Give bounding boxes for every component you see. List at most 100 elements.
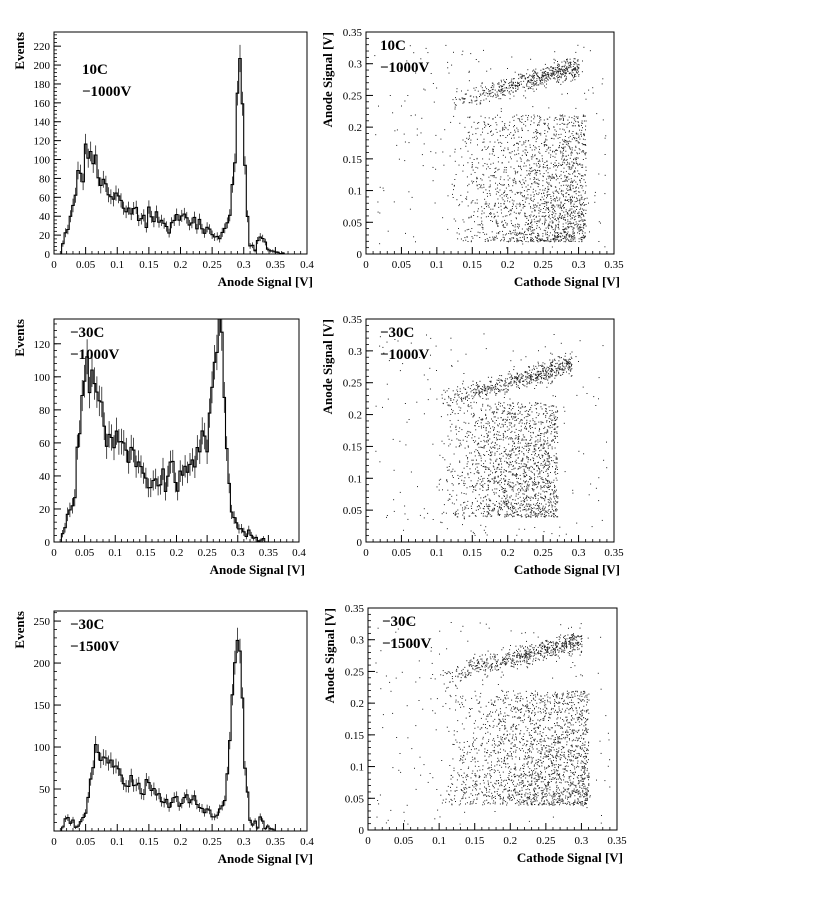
scatter-point (526, 444, 528, 446)
scatter-point (544, 460, 546, 462)
scatter-point (508, 454, 510, 456)
scatter-point (477, 90, 479, 92)
scatter-point (566, 59, 567, 60)
scatter-point (427, 512, 429, 514)
scatter-point (506, 87, 508, 89)
scatter-point (503, 495, 505, 497)
scatter-point (541, 78, 543, 80)
scatter-point (495, 219, 497, 221)
scatter-point (506, 503, 508, 505)
scatter-point (476, 181, 477, 183)
scatter-point (526, 489, 527, 491)
scatter-point (491, 216, 493, 218)
scatter-point (559, 188, 561, 190)
scatter-point (454, 512, 456, 514)
scatter-point (524, 514, 526, 516)
scatter-point (556, 374, 558, 376)
y-tick-label: 0.25 (343, 90, 363, 102)
scatter-point (455, 425, 457, 427)
scatter-point (556, 479, 558, 481)
scatter-point (489, 438, 491, 440)
scatter-point (547, 190, 549, 192)
scatter-point (553, 240, 555, 242)
scatter-point (535, 380, 537, 382)
scatter-point (474, 388, 476, 390)
scatter-point (515, 383, 517, 385)
scatter-point (490, 516, 492, 517)
scatter-point (584, 92, 586, 94)
scatter-point (523, 95, 525, 97)
scatter-point (549, 494, 551, 496)
scatter-point (447, 61, 449, 63)
scatter-point (581, 151, 583, 153)
scatter-point (493, 386, 495, 388)
scatter-point (495, 167, 497, 169)
scatter-point (565, 232, 567, 233)
scatter-point (470, 139, 472, 141)
scatter-point (550, 502, 552, 504)
scatter-point (496, 95, 498, 97)
scatter-point (539, 77, 541, 79)
scatter-point (529, 512, 531, 514)
scatter-point (511, 514, 512, 516)
scatter-point (521, 414, 523, 416)
scatter-point (570, 238, 572, 240)
scatter-point (565, 209, 567, 211)
scatter-point (533, 446, 535, 448)
scatter-point (530, 222, 532, 224)
scatter-point (496, 382, 497, 384)
scatter-point (497, 424, 499, 426)
scatter-point (505, 384, 507, 386)
scatter-point (574, 62, 575, 64)
scatter-point (502, 84, 504, 86)
scatter-point (498, 85, 500, 87)
scatter-point (515, 212, 517, 214)
scatter-point (581, 203, 583, 205)
scatter-point (444, 391, 446, 393)
scatter-point (577, 68, 579, 70)
scatter-point (549, 461, 550, 463)
scatter-point (551, 374, 553, 376)
scatter-point (581, 135, 582, 137)
scatter-point (567, 231, 569, 233)
scatter-point (500, 438, 502, 440)
scatter-point (553, 166, 555, 168)
scatter-point (410, 471, 412, 473)
scatter-point (462, 219, 464, 221)
scatter-point (557, 410, 559, 412)
scatter-point (573, 227, 575, 229)
scatter-point (543, 378, 545, 380)
scatter-point (529, 178, 531, 180)
scatter-point (502, 128, 504, 130)
scatter-point (494, 447, 496, 449)
scatter-point (551, 178, 553, 179)
scatter-point (582, 220, 584, 222)
scatter-point (559, 240, 561, 242)
scatter-point (507, 503, 509, 505)
scatter-point (543, 514, 545, 516)
scatter-point (568, 137, 570, 139)
scatter-point (554, 151, 556, 153)
scatter-point (537, 72, 539, 74)
scatter-point (480, 425, 482, 427)
scatter-point (455, 429, 457, 431)
scatter-point (524, 141, 526, 143)
scatter-point (546, 194, 548, 196)
scatter-point (504, 480, 506, 482)
scatter-point (507, 135, 508, 137)
x-tick-label: 0.15 (139, 259, 159, 271)
scatter-point (516, 386, 518, 388)
scatter-point (572, 239, 574, 241)
scatter-point (563, 205, 564, 207)
scatter-point (464, 126, 466, 128)
scatter-point (449, 426, 451, 428)
scatter-point (529, 449, 531, 451)
scatter-point (490, 384, 492, 386)
scatter-point (577, 141, 579, 143)
scatter-point (469, 117, 471, 119)
scatter-point (560, 218, 562, 219)
scatter-point (526, 378, 528, 380)
scatter-point (547, 425, 549, 427)
scatter-point (535, 83, 537, 85)
scatter-point (502, 405, 503, 407)
